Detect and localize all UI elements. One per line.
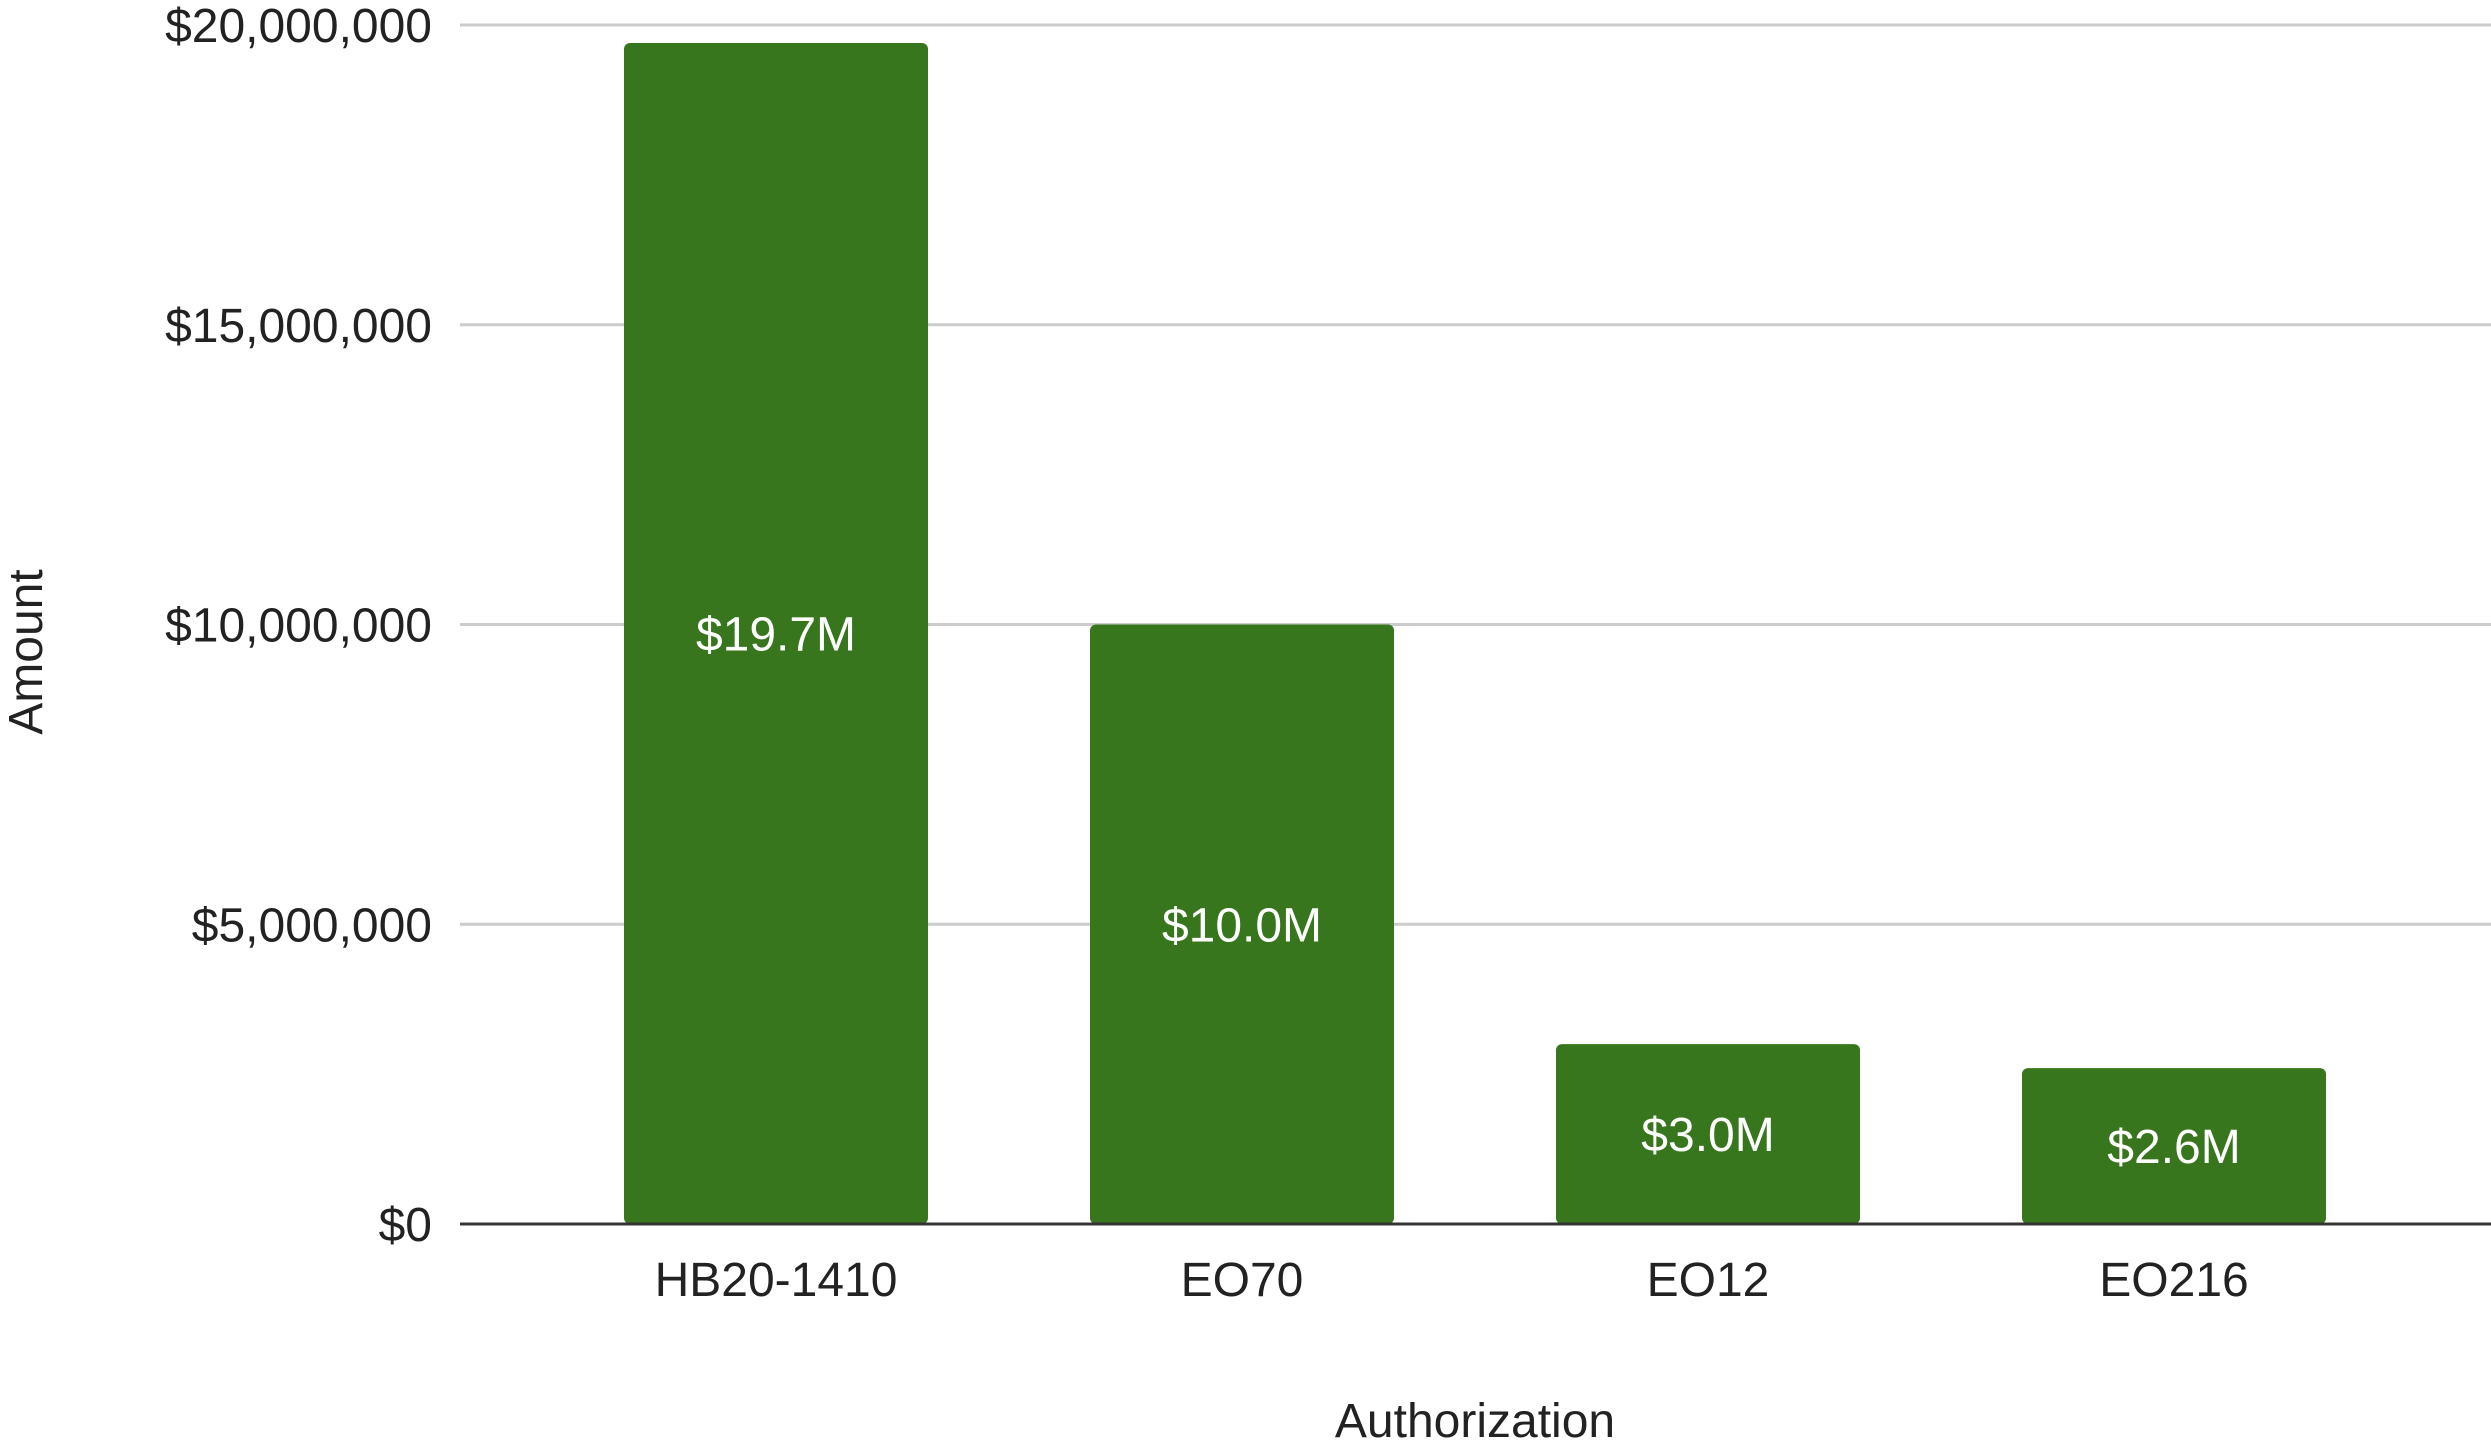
bar — [2022, 1068, 2326, 1224]
bar — [1090, 624, 1394, 1224]
data-labels: $19.7M $10.0M $3.0M $2.6M — [696, 608, 2241, 1174]
y-axis-title: Amount — [0, 569, 53, 734]
x-axis-title: Authorization — [1335, 1395, 1615, 1447]
x-tick-label: HB20-1410 — [655, 1254, 898, 1307]
bar-value-label: $3.0M — [1641, 1109, 1774, 1162]
x-axis-ticks: HB20-1410 EO70 EO12 EO216 — [655, 1254, 2249, 1307]
y-tick-label: $5,000,000 — [192, 899, 432, 952]
bar — [624, 42, 928, 1225]
bar-value-label: $19.7M — [696, 608, 856, 661]
y-tick-label: $0 — [379, 1199, 432, 1252]
x-tick-label: EO12 — [1647, 1254, 1770, 1307]
y-tick-label: $10,000,000 — [165, 600, 432, 653]
bar — [1556, 1044, 1860, 1224]
bar-value-label: $10.0M — [1162, 899, 1322, 952]
y-tick-label: $15,000,000 — [165, 300, 432, 353]
y-tick-label: $20,000,000 — [165, 0, 432, 53]
x-tick-label: EO70 — [1181, 1254, 1304, 1307]
bars — [624, 42, 2326, 1225]
x-tick-label: EO216 — [2099, 1254, 2248, 1307]
y-axis-ticks: $0 $5,000,000 $10,000,000 $15,000,000 $20,00… — [165, 0, 432, 1252]
bar-value-label: $2.6M — [2107, 1121, 2240, 1174]
